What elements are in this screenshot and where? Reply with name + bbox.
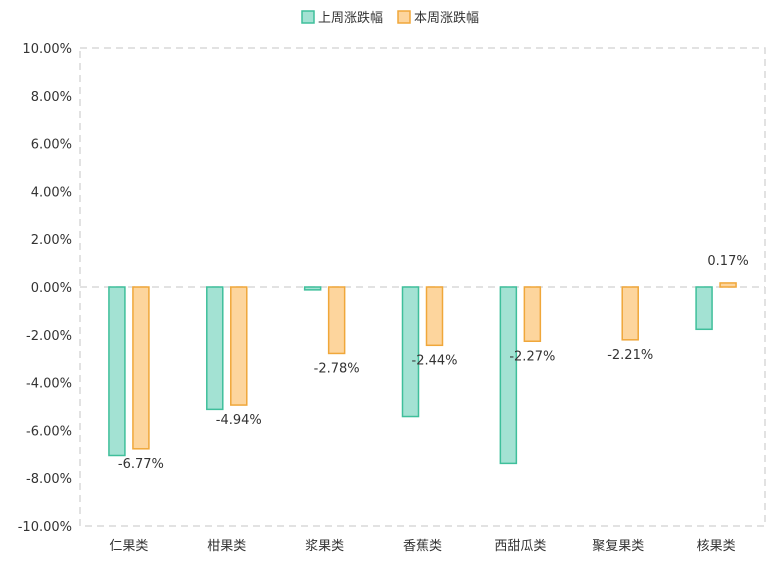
category-label: 柑果类 bbox=[207, 539, 246, 554]
bar-last-week bbox=[499, 286, 518, 465]
legend-swatch-this-week bbox=[397, 10, 411, 24]
y-tick-label: -4.00% bbox=[26, 377, 72, 392]
bar-this-week bbox=[327, 286, 346, 355]
y-tick-label: -10.00% bbox=[18, 520, 72, 535]
y-tick-label: 6.00% bbox=[31, 138, 72, 153]
legend-item-last-week[interactable]: 上周涨跌幅 bbox=[301, 10, 383, 26]
category-label: 聚复果类 bbox=[592, 539, 644, 554]
legend-label-last-week: 上周涨跌幅 bbox=[318, 10, 383, 26]
y-tick-label: -8.00% bbox=[26, 472, 72, 487]
data-label: 0.17% bbox=[707, 254, 748, 269]
category-label: 仁果类 bbox=[109, 539, 148, 554]
data-label: -6.77% bbox=[118, 457, 164, 472]
bar-last-week bbox=[401, 286, 420, 418]
bar-this-week bbox=[621, 286, 639, 341]
legend-label-this-week: 本周涨跌幅 bbox=[414, 10, 479, 26]
bar-this-week bbox=[132, 286, 150, 450]
bar-last-week bbox=[695, 286, 713, 331]
data-label: -4.94% bbox=[216, 413, 262, 428]
data-label: -2.44% bbox=[412, 353, 458, 368]
category-label: 香蕉类 bbox=[403, 539, 442, 554]
y-tick-label: 0.00% bbox=[31, 281, 72, 296]
legend[interactable]: 上周涨跌幅 本周涨跌幅 bbox=[301, 10, 479, 26]
legend-item-this-week[interactable]: 本周涨跌幅 bbox=[397, 10, 479, 26]
plot-area: 10.00% 8.00% 6.00% 4.00% 2.00% 0.00% -2.00% -4.… bbox=[18, 42, 766, 554]
data-label: -2.27% bbox=[509, 349, 555, 364]
y-tick-label: -2.00% bbox=[26, 329, 72, 344]
y-tick-label: -6.00% bbox=[26, 424, 72, 439]
category-label: 浆果类 bbox=[305, 539, 344, 554]
plot-frame bbox=[79, 47, 766, 527]
category-label: 核果类 bbox=[697, 539, 736, 554]
legend-swatch-last-week bbox=[301, 10, 315, 24]
y-tick-label: 2.00% bbox=[31, 233, 72, 248]
y-tick-label: 4.00% bbox=[31, 185, 72, 200]
y-tick-label: 8.00% bbox=[31, 90, 72, 105]
data-label: -2.78% bbox=[314, 361, 360, 376]
bar-this-week bbox=[230, 286, 248, 406]
bar-this-week bbox=[425, 286, 444, 347]
bar-last-week bbox=[108, 286, 126, 457]
y-tick-label: 10.00% bbox=[22, 42, 72, 57]
category-label: 西甜瓜类 bbox=[494, 538, 546, 554]
bar-last-week bbox=[206, 286, 224, 411]
bar-this-week bbox=[719, 282, 737, 288]
data-label: -2.21% bbox=[607, 348, 653, 363]
bar-this-week bbox=[523, 286, 542, 343]
bar-last-week bbox=[303, 286, 322, 291]
